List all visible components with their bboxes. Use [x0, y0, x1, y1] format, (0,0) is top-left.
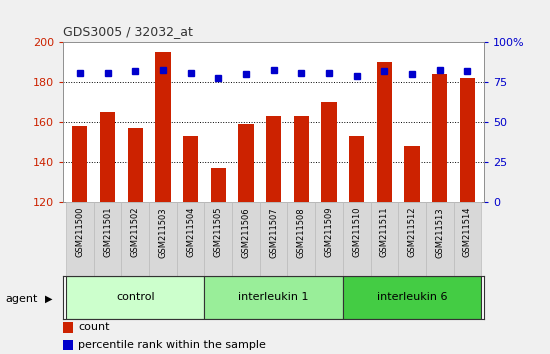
Text: agent: agent	[6, 294, 38, 304]
Text: GSM211503: GSM211503	[158, 207, 167, 258]
Bar	[183, 136, 198, 202]
Bar	[294, 116, 309, 202]
Bar	[343, 202, 371, 276]
Bar	[404, 146, 420, 202]
Bar	[315, 202, 343, 276]
Bar	[377, 62, 392, 202]
Text: interleukin 1: interleukin 1	[238, 292, 309, 302]
Bar	[266, 116, 281, 202]
Text: GSM211502: GSM211502	[131, 207, 140, 257]
Text: GSM211511: GSM211511	[380, 207, 389, 257]
Text: control: control	[116, 292, 155, 302]
Bar	[349, 136, 364, 202]
Bar	[288, 202, 315, 276]
Bar	[205, 276, 343, 319]
Text: GSM211509: GSM211509	[324, 207, 333, 257]
Text: GSM211506: GSM211506	[241, 207, 250, 258]
Bar	[100, 112, 115, 202]
Text: GSM211507: GSM211507	[269, 207, 278, 258]
Bar	[205, 202, 232, 276]
Bar	[149, 202, 177, 276]
Text: interleukin 6: interleukin 6	[377, 292, 447, 302]
Bar	[343, 276, 481, 319]
Bar	[63, 340, 73, 350]
Text: GSM211508: GSM211508	[297, 207, 306, 258]
Bar	[232, 202, 260, 276]
Bar	[321, 102, 337, 202]
Bar	[460, 78, 475, 202]
Bar	[432, 74, 447, 202]
Bar	[177, 202, 205, 276]
Bar	[260, 202, 288, 276]
Text: ▶: ▶	[45, 294, 52, 304]
Text: GSM211500: GSM211500	[75, 207, 84, 257]
Bar	[398, 202, 426, 276]
Text: GSM211504: GSM211504	[186, 207, 195, 257]
Bar	[63, 322, 73, 333]
Bar	[454, 202, 481, 276]
Bar	[371, 202, 398, 276]
Bar	[238, 124, 254, 202]
Bar	[426, 202, 454, 276]
Bar	[128, 128, 143, 202]
Bar	[66, 202, 94, 276]
Text: count: count	[78, 322, 109, 332]
Text: GSM211514: GSM211514	[463, 207, 472, 257]
Text: GSM211513: GSM211513	[435, 207, 444, 258]
Bar	[155, 52, 170, 202]
Text: GSM211510: GSM211510	[352, 207, 361, 257]
Text: percentile rank within the sample: percentile rank within the sample	[78, 340, 266, 350]
Bar	[211, 168, 226, 202]
Text: GSM211512: GSM211512	[408, 207, 416, 257]
Bar	[66, 276, 205, 319]
Text: GDS3005 / 32032_at: GDS3005 / 32032_at	[63, 25, 193, 38]
Text: GSM211501: GSM211501	[103, 207, 112, 257]
Bar	[72, 126, 87, 202]
Bar	[94, 202, 122, 276]
Bar	[122, 202, 149, 276]
Text: GSM211505: GSM211505	[214, 207, 223, 257]
